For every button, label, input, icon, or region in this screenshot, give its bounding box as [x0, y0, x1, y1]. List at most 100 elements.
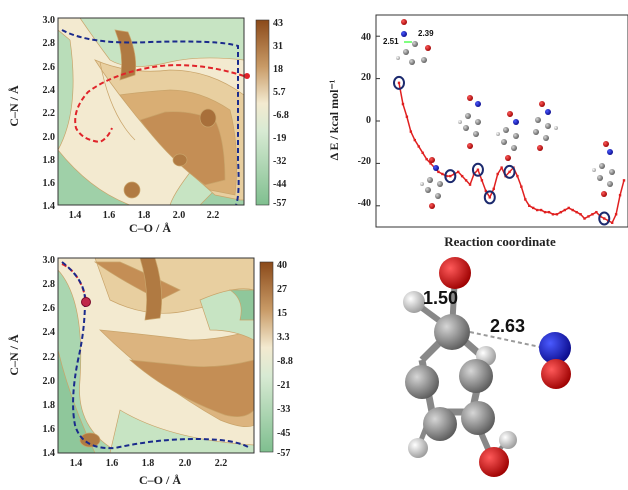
x-axis-label: Reaction coordinate: [444, 234, 556, 249]
colorbar: [259, 261, 274, 453]
molecule-model: 1.50 2.63: [403, 257, 571, 477]
atom-c: [461, 401, 495, 435]
heatmap-top-left: [57, 17, 250, 206]
colorbar-tick: -32: [273, 156, 286, 167]
energy-point: [520, 185, 523, 188]
y-tick-label: 40: [361, 32, 371, 43]
y-tick-label: 1.8: [43, 155, 56, 166]
y-tick-label: 1.8: [43, 400, 56, 411]
colorbar: [255, 19, 270, 206]
atom-c: [459, 359, 493, 393]
energy-point: [401, 102, 405, 106]
stationary-point-marker: [471, 162, 484, 177]
y-tick-label: -20: [358, 156, 371, 167]
x-tick-label: 1.6: [103, 210, 116, 221]
colorbar-tick: 40: [277, 260, 287, 271]
energy-point: [464, 179, 468, 182]
snapshot-2: [420, 157, 443, 209]
y-tick-label: 0: [366, 115, 371, 126]
x-tick-label: 1.4: [70, 458, 83, 469]
energy-point: [429, 162, 432, 165]
y-tick-label: 3.0: [43, 255, 56, 266]
energy-point: [508, 170, 511, 174]
y-tick-label: 2.2: [43, 108, 56, 119]
energy-point: [528, 204, 531, 207]
energy-point: [579, 213, 582, 216]
x-tick-label: 1.4: [69, 210, 82, 221]
colorbar-top-left: [255, 19, 270, 206]
path-red: [74, 64, 245, 144]
x-tick-label: 1.6: [106, 458, 119, 469]
snapshot-product: [592, 141, 615, 197]
colorbar-tick: 5.7: [273, 87, 286, 98]
atom-h: [403, 291, 425, 313]
x-tick-label: 2.2: [207, 210, 220, 221]
energy-point: [583, 217, 586, 220]
energy-point: [496, 172, 499, 176]
energy-point: [488, 196, 491, 199]
plot-frame: [57, 257, 255, 454]
energy-point: [543, 210, 547, 214]
saddle-marker: [81, 297, 91, 307]
colorbar-tick: -57: [273, 198, 286, 209]
energy-point: [405, 115, 409, 118]
x-tick-label: 2.0: [179, 458, 192, 469]
energy-series-line: [398, 82, 625, 224]
y-tick-label: 2.0: [43, 376, 56, 387]
y-tick-label: 1.6: [43, 424, 56, 435]
y-tick-label: -40: [358, 198, 371, 209]
energy-point: [571, 208, 574, 212]
y-tick-label: 2.2: [43, 352, 56, 363]
energy-point: [468, 183, 472, 186]
bond-label-co: 1.50: [423, 288, 458, 308]
bond-dashed: [469, 331, 541, 348]
stationary-point-marker: [444, 169, 457, 184]
panel3-labels: C–N / Å C–O / Å 3.0 2.8 2.6 2.4 2.2 2.0 …: [7, 255, 293, 487]
path-blue: [61, 29, 240, 206]
energy-point: [622, 179, 626, 182]
colorbar-tick: 43: [273, 18, 283, 29]
x-axis-label: C–O / Å: [129, 221, 171, 235]
heatmap-contours: [58, 18, 244, 205]
colorbar-tick: -33: [277, 404, 290, 415]
energy-point: [614, 213, 618, 216]
y-tick-label: 1.4: [43, 201, 56, 212]
energy-point: [591, 213, 594, 216]
energy-point: [559, 210, 563, 214]
colorbar-tick: 15: [277, 308, 287, 319]
energy-point: [421, 151, 424, 154]
atom-c: [405, 365, 439, 399]
energy-point: [397, 81, 401, 85]
panel2-labels: Δ E / kcal mol⁻¹ Reaction coordinate 40 …: [327, 29, 556, 249]
energy-point: [555, 213, 559, 216]
energy-point: [539, 208, 543, 212]
y-axis-label: C–N / Å: [7, 334, 21, 376]
atom-o: [439, 257, 471, 289]
stationary-point-marker: [483, 190, 496, 205]
atom-o: [541, 359, 571, 389]
atom-n: [539, 332, 571, 364]
energy-point: [449, 174, 452, 178]
colorbar-tick: 27: [277, 284, 287, 295]
energy-point: [618, 194, 622, 197]
energy-point: [457, 170, 460, 174]
energy-point: [524, 198, 527, 201]
energy-point: [575, 210, 578, 214]
energy-point: [437, 170, 440, 174]
y-tick-label: 2.0: [43, 132, 56, 143]
y-tick-label: 1.6: [43, 178, 56, 189]
y-tick-label: 2.6: [43, 303, 56, 314]
colorbar-tick: 18: [273, 64, 283, 75]
energy-point: [516, 174, 519, 178]
colorbar-tick: -57: [277, 448, 290, 459]
snapshot-3: [458, 95, 481, 149]
energy-point: [595, 210, 598, 214]
y-tick-label: 1.4: [43, 448, 56, 459]
snapshot-4: [496, 111, 519, 161]
energy-point: [567, 206, 570, 210]
energy-point: [413, 138, 416, 142]
energy-point: [551, 213, 555, 216]
atom-h: [408, 438, 428, 458]
distance-annotation: 2.51: [383, 37, 399, 46]
